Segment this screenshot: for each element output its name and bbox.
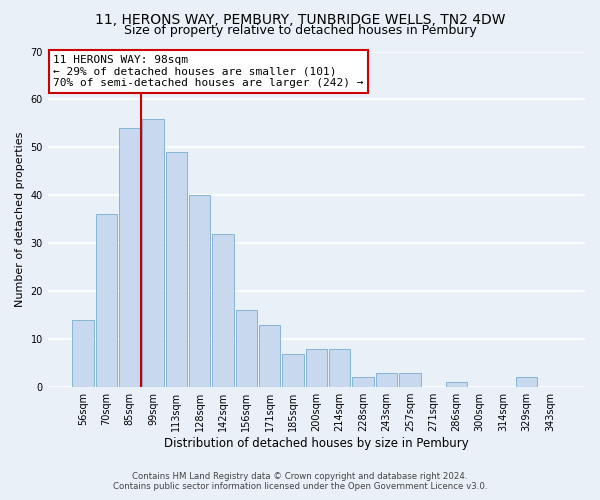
Bar bbox=[166, 152, 187, 387]
Bar bbox=[119, 128, 140, 387]
Bar bbox=[236, 310, 257, 387]
Text: 11, HERONS WAY, PEMBURY, TUNBRIDGE WELLS, TN2 4DW: 11, HERONS WAY, PEMBURY, TUNBRIDGE WELLS… bbox=[95, 12, 505, 26]
Bar bbox=[352, 378, 374, 387]
Bar bbox=[283, 354, 304, 387]
Bar bbox=[305, 348, 327, 387]
Text: Size of property relative to detached houses in Pembury: Size of property relative to detached ho… bbox=[124, 24, 476, 37]
X-axis label: Distribution of detached houses by size in Pembury: Distribution of detached houses by size … bbox=[164, 437, 469, 450]
Bar bbox=[95, 214, 117, 387]
Bar bbox=[72, 320, 94, 387]
Bar bbox=[516, 378, 537, 387]
Bar bbox=[259, 325, 280, 387]
Bar bbox=[376, 372, 397, 387]
Bar bbox=[446, 382, 467, 387]
Bar bbox=[212, 234, 234, 387]
Bar bbox=[142, 118, 164, 387]
Bar bbox=[189, 196, 211, 387]
Y-axis label: Number of detached properties: Number of detached properties bbox=[15, 132, 25, 307]
Bar bbox=[329, 348, 350, 387]
Text: Contains HM Land Registry data © Crown copyright and database right 2024.
Contai: Contains HM Land Registry data © Crown c… bbox=[113, 472, 487, 491]
Text: 11 HERONS WAY: 98sqm
← 29% of detached houses are smaller (101)
70% of semi-deta: 11 HERONS WAY: 98sqm ← 29% of detached h… bbox=[53, 55, 364, 88]
Bar bbox=[399, 372, 421, 387]
